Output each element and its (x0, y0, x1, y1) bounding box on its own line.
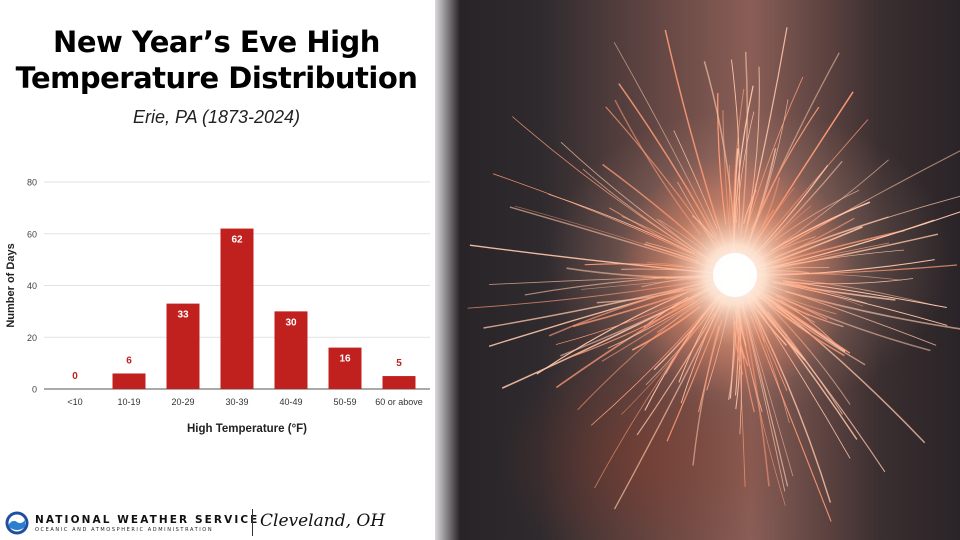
noaa-logo-icon (5, 511, 29, 535)
y-tick-label: 40 (27, 281, 37, 291)
office-name: Cleveland, OH (260, 511, 386, 531)
org-subtitle: OCEANIC AND ATMOSPHERIC ADMINISTRATION (35, 527, 214, 533)
image-fade-edge (430, 0, 460, 540)
org-name: NATIONAL WEATHER SERVICE (35, 514, 260, 526)
x-tick-label: 10-19 (117, 397, 140, 407)
x-tick-label: 40-49 (279, 397, 302, 407)
y-tick-label: 20 (27, 333, 37, 343)
bar (112, 373, 146, 389)
y-tick-label: 80 (27, 178, 37, 188)
data-label: 5 (396, 358, 402, 369)
spark-core (713, 253, 757, 297)
bar (220, 228, 254, 389)
y-axis-title: Number of Days (5, 243, 17, 327)
data-label: 16 (339, 354, 351, 365)
chart-title-line1: New Year’s Eve High (53, 25, 380, 59)
bar (382, 376, 416, 389)
data-label: 33 (177, 310, 189, 321)
sparkler-image (435, 0, 960, 540)
chart-title-line2: Temperature Distribution (15, 61, 418, 95)
y-tick-label: 60 (27, 229, 37, 239)
sparkler-graphic (467, 27, 960, 522)
bar (274, 311, 308, 389)
data-label: 62 (231, 235, 243, 246)
x-tick-label: 60 or above (375, 397, 423, 407)
data-label: 0 (72, 371, 78, 382)
bar (328, 347, 362, 389)
x-tick-label: 30-39 (225, 397, 248, 407)
bar-chart: 0 20 40 60 80 0 <10 6 10-19 33 20-29 62 30-39 30 40-49… (5, 178, 430, 435)
bar (166, 303, 200, 389)
chart-subtitle: Erie, PA (1873-2024) (132, 107, 301, 127)
y-tick-label: 0 (32, 385, 37, 395)
x-tick-label: 50-59 (333, 397, 356, 407)
footer: NATIONAL WEATHER SERVICE OCEANIC AND ATM… (0, 505, 435, 540)
footer-divider (252, 509, 253, 536)
data-label: 6 (126, 355, 132, 366)
x-axis-title: High Temperature (°F) (187, 423, 307, 435)
data-label: 30 (285, 317, 297, 328)
chart-panel: New Year’s Eve High Temperature Distribu… (0, 0, 435, 540)
x-tick-label: <10 (67, 397, 82, 407)
x-tick-label: 20-29 (171, 397, 194, 407)
